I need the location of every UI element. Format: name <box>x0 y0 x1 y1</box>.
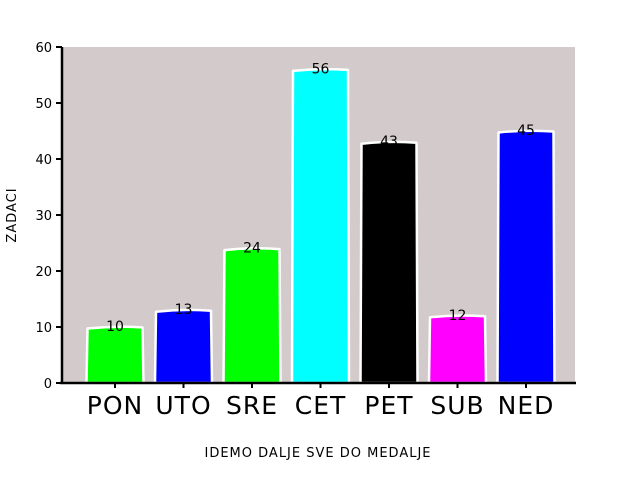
y-tick-label-20: 20 <box>35 265 52 280</box>
bar-pet <box>361 142 418 383</box>
bar-value-label-uto: 13 <box>175 302 193 318</box>
y-axis-title: ZADACI <box>5 187 20 242</box>
x-tick-label-uto: UTO <box>155 391 211 420</box>
x-tick-label-cet: CET <box>295 391 347 420</box>
x-tick-label-pet: PET <box>364 391 413 420</box>
x-tick-label-pon: PON <box>87 391 143 420</box>
bar-sre <box>224 248 281 383</box>
x-tick-label-ned: NED <box>498 391 555 420</box>
bar-uto <box>155 310 212 383</box>
bar-cet <box>292 69 349 383</box>
y-ticks-group: 0 10 20 30 40 50 60 <box>35 41 62 392</box>
x-tick-label-sub: SUB <box>430 391 484 420</box>
bar-value-label-pon: 10 <box>106 319 124 335</box>
y-tick-label-10: 10 <box>35 321 52 336</box>
bar-pon <box>87 327 144 383</box>
y-tick-label-30: 30 <box>35 209 52 224</box>
bar-value-label-sre: 24 <box>243 241 261 257</box>
bar-value-label-cet: 56 <box>312 61 330 77</box>
bar-value-label-ned: 45 <box>517 123 535 139</box>
bar-sub <box>429 316 486 384</box>
bar-value-label-sub: 12 <box>449 308 467 324</box>
y-tick-label-40: 40 <box>35 153 52 168</box>
y-tick-label-60: 60 <box>35 41 52 56</box>
bar-ned <box>498 131 555 383</box>
bar-value-label-pet: 43 <box>380 134 398 150</box>
x-tick-label-sre: SRE <box>226 391 278 420</box>
x-ticks-group: PON UTO SRE CET PET SUB NED <box>87 383 555 420</box>
y-tick-label-0: 0 <box>44 377 52 392</box>
y-tick-label-50: 50 <box>35 97 52 112</box>
x-axis-title: IDEMO DALJE SVE DO MEDALJE <box>205 446 432 461</box>
